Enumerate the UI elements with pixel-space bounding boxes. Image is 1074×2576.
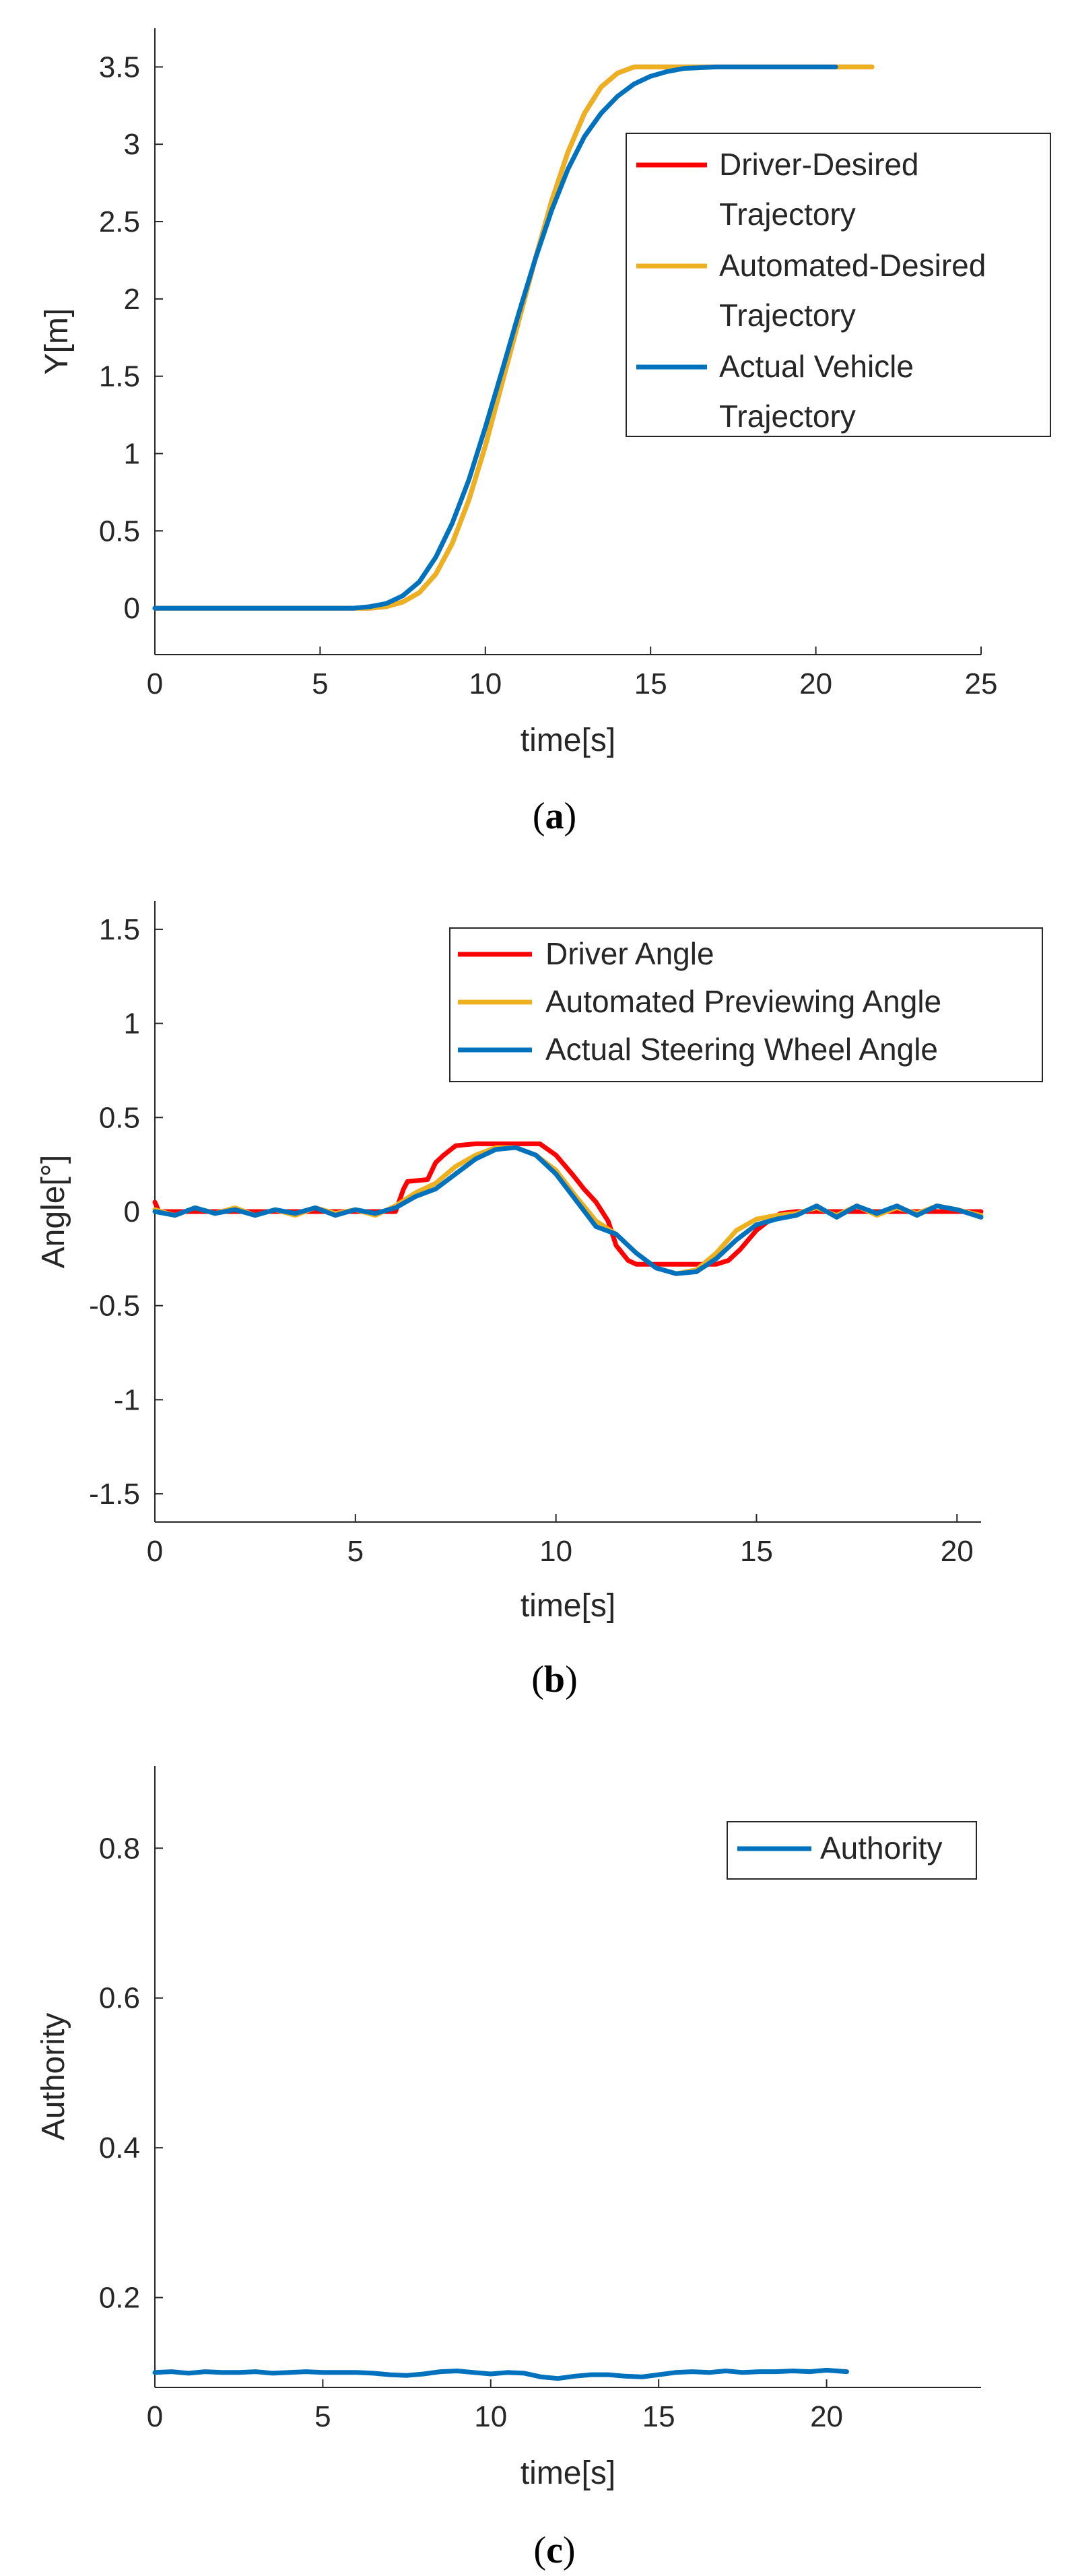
y-tick-label: -0.5 <box>89 1290 140 1323</box>
caption-letter: a <box>545 795 564 837</box>
y-tick-label: 0.5 <box>99 515 140 548</box>
caption-letter: b <box>544 1659 565 1700</box>
y-tick-label: 1.5 <box>99 360 140 393</box>
y-tick-label: 2.5 <box>99 205 140 238</box>
series-line-actual-vehicle-trajectory <box>152 64 838 611</box>
y-tick-label: 0 <box>124 1195 140 1228</box>
y-tick-label: 0.6 <box>99 1982 140 2015</box>
caption-letter: c <box>546 2530 563 2571</box>
x-tick-label: 25 <box>965 667 998 700</box>
y-tick-label: 0.8 <box>99 1832 140 1865</box>
x-tick-label: 10 <box>539 1535 572 1568</box>
x-tick-label: 5 <box>347 1535 364 1568</box>
legend-entry-label: Trajectory <box>719 197 856 232</box>
caption-paren-close: ) <box>564 795 577 837</box>
legend-entry-label: Trajectory <box>719 298 856 333</box>
caption-paren-close: ) <box>565 1659 578 1700</box>
x-tick-label: 10 <box>474 2400 507 2433</box>
series-line-actual-steering-wheel-angle <box>152 1145 984 1276</box>
y-tick-label: 1.5 <box>99 913 140 946</box>
chart-panel-a: 0 5 10 15 20 25 0 0.5 1 1.5 2 2.5 3 3.5 time[s] Y[m] Dri… <box>39 28 1051 837</box>
x-tick-label: 15 <box>642 2400 675 2433</box>
legend-box <box>449 927 1043 1082</box>
y-tick-label: 1 <box>124 437 140 470</box>
legend-box <box>626 133 1051 437</box>
x-tick-label: 0 <box>147 667 163 700</box>
y-tick-label: 1 <box>124 1008 140 1041</box>
legend-entry-label: Driver Angle <box>545 936 714 971</box>
caption-paren-open: ( <box>533 2530 546 2571</box>
x-tick-label: 10 <box>469 667 502 700</box>
y-tick-label: -1.5 <box>89 1478 140 1511</box>
x-axis-label: time[s] <box>521 1588 615 1624</box>
panel-caption: (c) <box>533 2530 575 2571</box>
x-tick-label: 5 <box>314 2400 331 2433</box>
y-tick-label: 3 <box>124 128 140 161</box>
legend-entry-label: Automated Previewing Angle <box>545 984 941 1019</box>
x-tick-label: 0 <box>147 1535 163 1568</box>
x-tick-label: 15 <box>634 667 667 700</box>
legend-entry-label: Driver-Desired <box>719 147 918 182</box>
legend-entry-label: Actual Steering Wheel Angle <box>545 1032 938 1067</box>
y-axis-label: Y[m] <box>39 308 75 375</box>
y-tick-label: 0.5 <box>99 1101 140 1134</box>
x-tick-label: 20 <box>810 2400 843 2433</box>
legend-entry-label: Authority <box>820 1830 943 1865</box>
x-tick-label: 5 <box>312 667 328 700</box>
caption-paren-open: ( <box>533 795 545 837</box>
panel-caption: (b) <box>531 1659 577 1700</box>
y-axis-label: Angle[°] <box>36 1155 71 1269</box>
legend-entry-label: Trajectory <box>719 399 856 434</box>
y-tick-label: -1 <box>114 1383 140 1416</box>
y-tick-label: 0.2 <box>99 2282 140 2315</box>
x-tick-label: 0 <box>147 2400 163 2433</box>
x-axis-label: time[s] <box>521 2455 615 2491</box>
series-line-authority <box>152 2367 849 2381</box>
x-axis-label: time[s] <box>521 723 615 758</box>
legend-entry-label: Actual Vehicle <box>719 349 914 384</box>
y-axis-label: Authority <box>36 2013 71 2140</box>
y-tick-label: 2 <box>124 283 140 316</box>
chart-panel-c: 0 5 10 15 20 0.2 0.4 0.6 0.8 time[s] Authority Auth… <box>36 1766 981 2571</box>
caption-paren-open: ( <box>531 1659 544 1700</box>
x-tick-label: 15 <box>740 1535 773 1568</box>
y-tick-label: 0 <box>124 592 140 625</box>
caption-paren-close: ) <box>563 2530 576 2571</box>
x-tick-label: 20 <box>941 1535 974 1568</box>
y-tick-label: 0.4 <box>99 2132 140 2165</box>
chart-panel-b: 0 5 10 15 20 -1.5 -1 -0.5 0 0.5 1 1.5 time[s] Angle[°… <box>36 901 1043 1700</box>
y-tick-label: 3.5 <box>99 51 140 84</box>
panel-caption: (a) <box>533 795 576 837</box>
x-tick-label: 20 <box>799 667 832 700</box>
legend-entry-label: Automated-Desired <box>719 248 986 283</box>
